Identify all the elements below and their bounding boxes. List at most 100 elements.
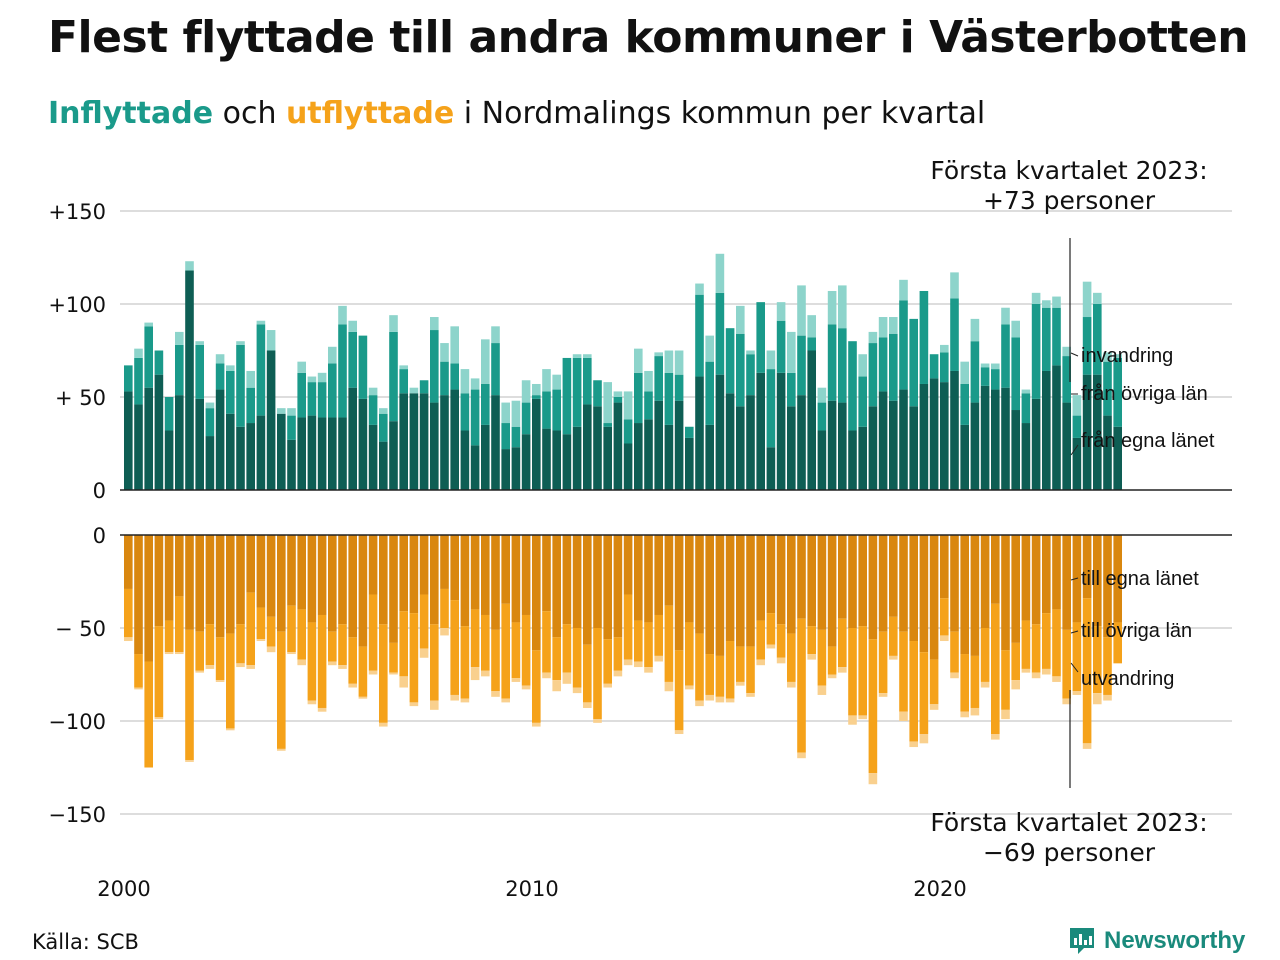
bar-in-1 [827, 324, 837, 401]
bar-out-1 [297, 609, 306, 660]
bar-in-1 [674, 374, 684, 401]
bar-in-1 [980, 367, 990, 386]
bar-in-1 [613, 397, 623, 403]
bar-in-2 [980, 363, 990, 368]
newsworthy-logo[interactable]: Newsworthy [1068, 926, 1245, 956]
bar-out-1 [175, 596, 184, 653]
bar-out-0 [205, 535, 215, 625]
bar-out-2 [1042, 668, 1051, 675]
bar-in-1 [1062, 356, 1071, 403]
bar-in-1 [552, 389, 561, 431]
bar-in-0 [797, 395, 806, 490]
bar-in-2 [613, 391, 623, 397]
annotation-top-line2: +73 personer [982, 186, 1156, 215]
bar-out-2 [950, 672, 959, 679]
bar-out-0 [797, 535, 806, 619]
bar-in-2 [542, 369, 551, 392]
bar-in-0 [266, 350, 276, 490]
bar-in-1 [297, 372, 306, 418]
bar-out-1 [685, 622, 694, 686]
bar-out-0 [664, 535, 674, 606]
bar-out-0 [919, 535, 929, 653]
bar-out-2 [328, 661, 337, 666]
bar-out-0 [277, 535, 286, 632]
bar-in-2 [991, 363, 1000, 370]
bar-out-1 [817, 629, 827, 686]
bar-out-1 [827, 646, 837, 675]
bar-out-0 [399, 535, 408, 612]
bar-in-1 [501, 423, 510, 450]
bar-out-0 [858, 535, 867, 627]
bar-in-2 [1021, 389, 1031, 394]
annotation-top-line1: Första kvartalet 2023: [930, 156, 1208, 185]
bar-out-1 [654, 614, 663, 656]
bar-out-0 [317, 535, 327, 615]
annotation-bottom-line2: −69 personer [982, 838, 1156, 867]
legend-utvandring: utvandring [1081, 668, 1175, 690]
bar-in-0 [368, 424, 378, 490]
bar-in-2 [1113, 354, 1122, 358]
bar-out-2 [358, 696, 368, 699]
bar-out-1 [1011, 642, 1020, 681]
bar-in-1 [205, 408, 215, 437]
bar-in-0 [389, 421, 398, 490]
bar-out-0 [154, 535, 164, 627]
bar-out-2 [940, 635, 949, 642]
bar-out-2 [195, 670, 204, 673]
bar-out-2 [899, 711, 908, 721]
bar-in-0 [695, 376, 704, 490]
bar-in-0 [613, 402, 623, 490]
bar-out-1 [389, 642, 398, 673]
bar-out-0 [542, 535, 551, 612]
bar-in-1 [419, 380, 429, 394]
bar-in-2 [328, 346, 337, 364]
bar-out-2 [1011, 680, 1020, 690]
bar-out-1 [1082, 598, 1092, 744]
bar-out-0 [613, 535, 623, 638]
bar-out-1 [695, 633, 704, 701]
bar-out-1 [868, 639, 878, 774]
bar-out-2 [460, 698, 470, 703]
bar-out-0 [940, 535, 949, 599]
bar-in-0 [195, 398, 204, 490]
bar-in-2 [858, 354, 867, 377]
bar-out-1 [593, 628, 602, 720]
bar-in-2 [246, 370, 255, 388]
bar-out-2 [838, 667, 847, 673]
bar-out-1 [1113, 622, 1122, 664]
bar-out-2 [715, 696, 725, 703]
bar-out-2 [572, 687, 582, 694]
bar-out-0 [817, 535, 827, 630]
bar-out-0 [511, 535, 521, 623]
bar-in-0 [1072, 437, 1082, 490]
bar-out-2 [878, 693, 888, 697]
bar-out-1 [950, 631, 959, 673]
bar-out-0 [1093, 535, 1102, 627]
bar-in-1 [695, 294, 704, 377]
bar-out-1 [154, 626, 164, 718]
bar-out-2 [705, 694, 714, 701]
bar-in-1 [1021, 393, 1031, 424]
bar-out-1 [542, 611, 551, 673]
bar-out-1 [348, 637, 357, 684]
bar-in-2 [409, 387, 419, 394]
bar-in-0 [450, 389, 459, 490]
bar-in-1 [175, 344, 184, 396]
bar-out-0 [491, 535, 500, 630]
bar-in-0 [348, 387, 357, 490]
bar-out-1 [1031, 624, 1041, 673]
bar-in-0 [501, 449, 510, 490]
bar-in-2 [940, 344, 949, 353]
bar-out-0 [481, 535, 490, 615]
bar-in-0 [317, 417, 327, 490]
bar-in-2 [256, 320, 266, 325]
bar-in-2 [389, 315, 398, 332]
bar-in-2 [950, 272, 959, 299]
bar-in-1 [450, 363, 459, 390]
bar-out-2 [124, 637, 133, 642]
bar-in-1 [1042, 307, 1051, 371]
bar-in-1 [654, 356, 663, 401]
bar-out-2 [889, 655, 898, 660]
bar-in-1 [807, 337, 816, 351]
